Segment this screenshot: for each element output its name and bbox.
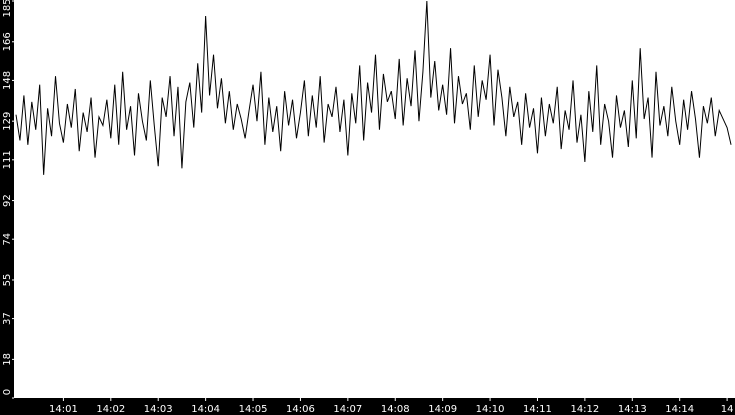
- x-tick-label: 14:05: [239, 404, 268, 415]
- y-tick-label: 185: [2, 0, 13, 18]
- data-line: [15, 0, 732, 175]
- x-tick-label: 14:06: [286, 404, 315, 415]
- y-tick-label: 74: [2, 233, 13, 246]
- y-tick-label: 18: [2, 353, 13, 366]
- y-tick-label: 129: [2, 112, 13, 131]
- x-tick-label: 14:07: [333, 404, 362, 415]
- x-tick-label: 14:14: [665, 404, 694, 415]
- y-tick-label: 92: [2, 194, 13, 207]
- x-tick-label: 14:01: [49, 404, 78, 415]
- y-tick-label: 148: [2, 71, 13, 90]
- plot-area: [14, 0, 735, 398]
- x-tick-label: 14:04: [191, 404, 220, 415]
- x-tick-label: 14:10: [476, 404, 505, 415]
- x-tick-label: 14:12: [570, 404, 599, 415]
- y-tick-label: 0: [2, 389, 13, 395]
- x-tick-label: 14:11: [523, 404, 552, 415]
- y-tick-label: 55: [2, 274, 13, 287]
- x-tick-label: 14:02: [96, 404, 125, 415]
- y-tick-label: 111: [2, 150, 13, 169]
- x-tick-label: 14:13: [618, 404, 647, 415]
- x-tick-label: 14:09: [428, 404, 457, 415]
- x-tick-label: 14:03: [144, 404, 173, 415]
- x-tick-label: 14:08: [381, 404, 410, 415]
- x-tick-label: 14: [721, 404, 734, 415]
- y-tick-label: 166: [2, 32, 13, 51]
- y-tick-label: 37: [2, 312, 13, 325]
